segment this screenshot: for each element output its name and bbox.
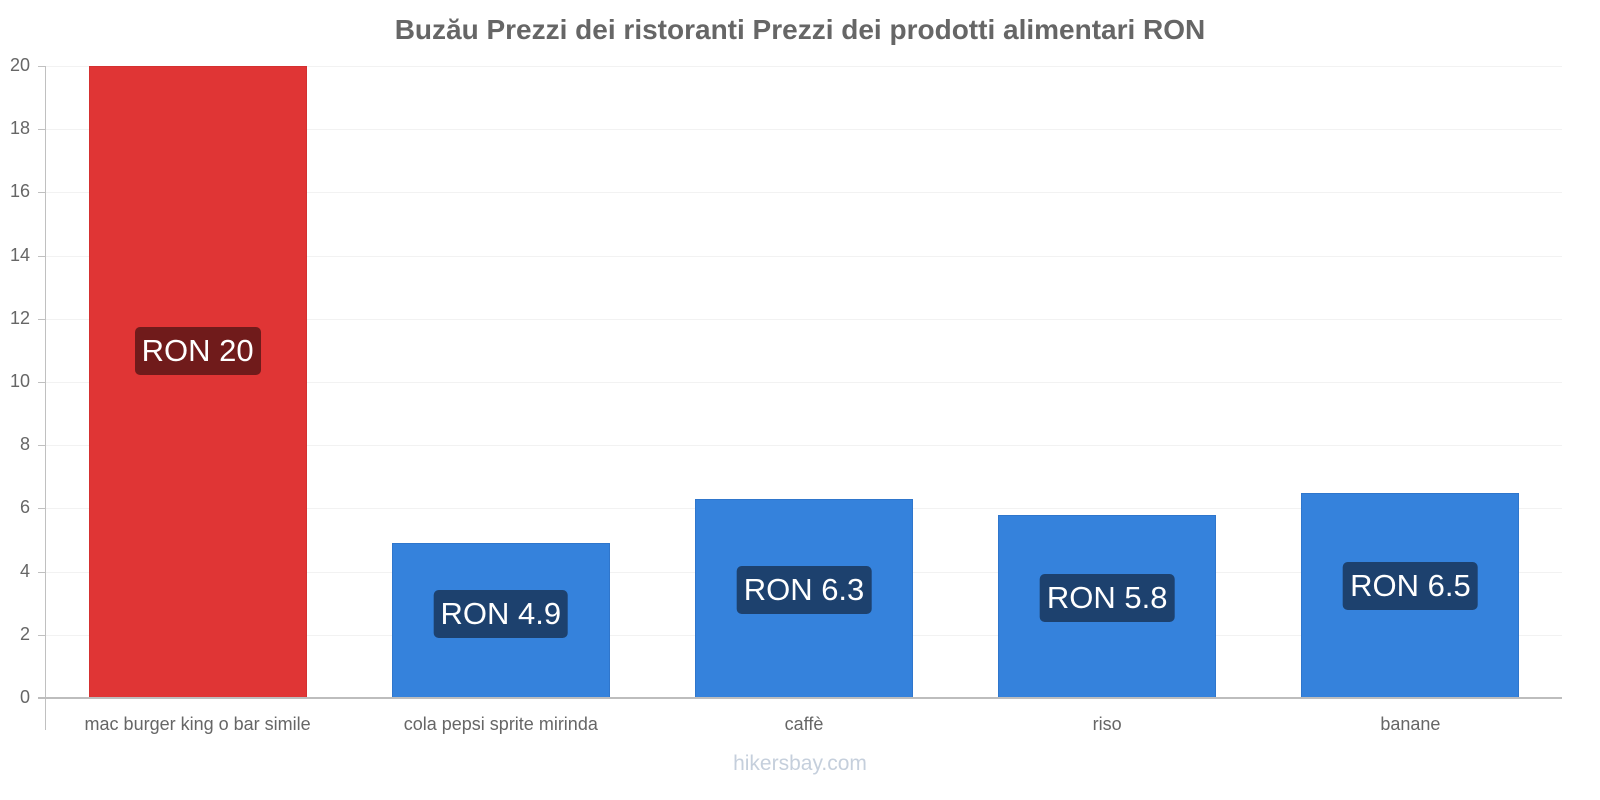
y-tick-mark [38, 192, 46, 194]
bar-value-label: RON 5.8 [1039, 574, 1175, 623]
y-tick-mark [38, 571, 46, 573]
x-tick-label: banane [1380, 714, 1441, 734]
bar-3[interactable]: RON 5.8 [998, 514, 1217, 698]
bar-value-label: RON 6.3 [736, 565, 872, 614]
y-tick-label: 14 [9, 244, 30, 265]
bar-value-label: RON 4.9 [433, 589, 569, 638]
y-tick-mark [38, 445, 46, 447]
bar-2[interactable]: RON 6.3 [695, 498, 913, 698]
y-tick-mark [38, 66, 46, 67]
gridline [46, 192, 1562, 194]
x-tick-label: cola pepsi sprite mirinda [403, 714, 598, 734]
x-tick-label: caffè [784, 714, 824, 734]
bar-1[interactable]: RON 4.9 [391, 543, 610, 698]
gridline [46, 129, 1562, 131]
y-tick-label: 6 [19, 497, 30, 518]
y-tick-label: 12 [9, 307, 30, 328]
gridline [46, 255, 1562, 257]
y-tick-mark [38, 508, 46, 510]
watermark: hikersbay.com [733, 752, 867, 775]
chart-title: Buzău Prezzi dei ristoranti Prezzi dei p… [394, 14, 1206, 45]
y-tick-label: 4 [19, 560, 30, 581]
y-tick-mark [38, 382, 46, 383]
y-tick-label: 18 [9, 118, 30, 139]
gridline [46, 66, 1562, 67]
bar-4[interactable]: RON 6.5 [1301, 492, 1520, 698]
x-tick-label: mac burger king o bar simile [84, 714, 311, 734]
plot-area: RON 20 RON 4.9 RON 6.3 RON 5.8 RON 6.5 [46, 66, 1562, 698]
y-tick-label: 2 [19, 623, 30, 644]
y-tick-label: 0 [19, 687, 30, 707]
bar-0[interactable]: RON 20 [88, 66, 307, 698]
gridline [46, 318, 1562, 320]
x-tick-label: riso [1092, 714, 1122, 734]
y-tick-label: 16 [9, 181, 30, 202]
gridline [46, 445, 1562, 447]
y-tick-label: 10 [9, 371, 30, 391]
y-axis-line [45, 66, 46, 730]
bar-value-label: RON 6.5 [1343, 562, 1478, 611]
bar-value-label: RON 20 [134, 327, 261, 376]
y-tick-mark [38, 318, 46, 320]
y-tick-label: 8 [19, 434, 30, 455]
y-tick-mark [38, 255, 46, 257]
x-axis-line [38, 697, 1562, 699]
y-tick-mark [38, 634, 46, 636]
y-tick-label: 20 [9, 55, 30, 75]
gridline [46, 382, 1562, 383]
y-tick-mark [38, 129, 46, 131]
